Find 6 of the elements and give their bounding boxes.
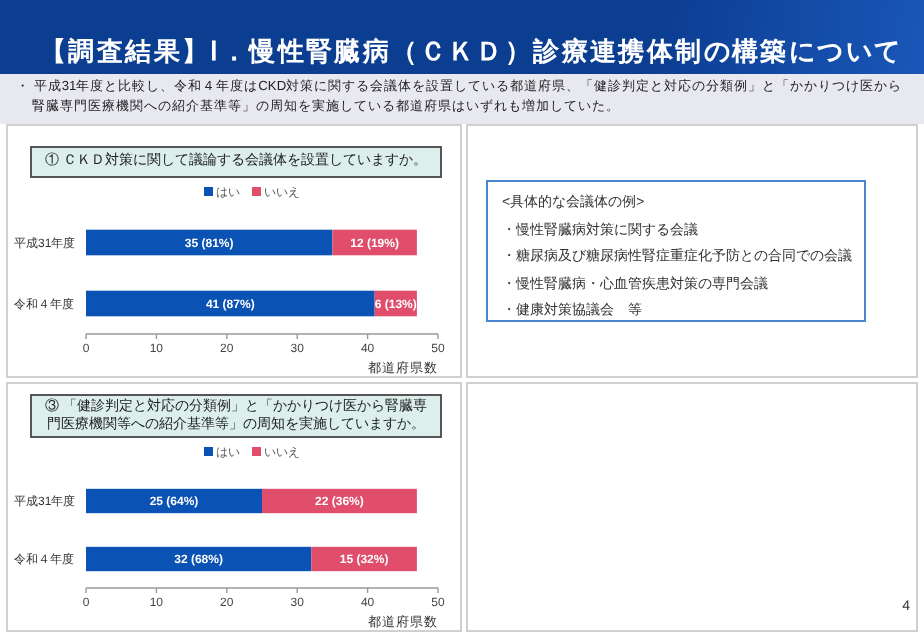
bar xyxy=(262,488,417,514)
bar xyxy=(86,546,312,572)
bar xyxy=(86,488,262,514)
bar xyxy=(86,229,333,256)
bar xyxy=(86,290,375,317)
text: 【調査結果】Ⅰ．慢性腎臓病（ＣＫＤ）診療連携体制の構築について xyxy=(40,34,905,70)
